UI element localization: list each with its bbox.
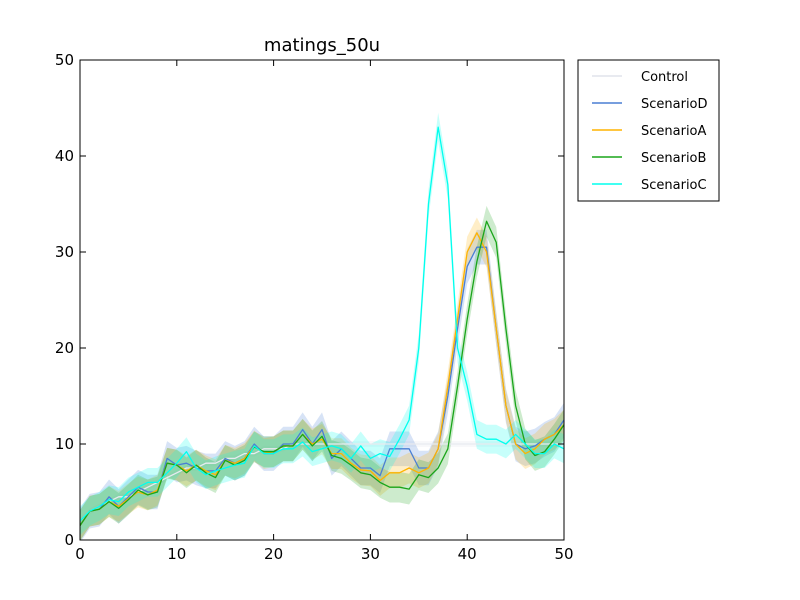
y-tick-label: 30 [55, 243, 74, 261]
legend-label-control: Control [641, 70, 688, 85]
legend-label-scenariob: ScenarioB [641, 151, 706, 166]
plot-area [80, 112, 564, 540]
band-scenarioa [80, 217, 564, 540]
x-tick-label: 20 [264, 545, 283, 563]
y-tick-label: 10 [55, 435, 74, 453]
legend-label-scenarioa: ScenarioA [641, 124, 707, 139]
series-group [80, 112, 564, 540]
series-line-scenarioc [80, 126, 564, 522]
x-tick-label: 30 [361, 545, 380, 563]
legend-label-scenariod: ScenarioD [641, 97, 708, 112]
plot-frame [79, 59, 565, 541]
x-tick-label: 10 [167, 545, 186, 563]
band-scenariod [80, 229, 564, 540]
y-tick-label: 40 [55, 147, 74, 165]
x-tick-label: 50 [554, 545, 573, 563]
x-tick-label: 40 [458, 545, 477, 563]
y-tick-label: 0 [64, 531, 74, 549]
axes: 0 10 20 30 40 50 0 10 20 30 40 50 [55, 51, 574, 563]
series-line-scenariob [80, 220, 564, 526]
legend-label-scenarioc: ScenarioC [641, 178, 707, 193]
band-scenarioc [80, 112, 564, 536]
y-tick-label: 20 [55, 339, 74, 357]
y-tick-label: 50 [55, 51, 74, 69]
band-scenariob [80, 205, 564, 540]
chart-title: matings_50u [264, 35, 380, 56]
legend: Control ScenarioD ScenarioA ScenarioB Scenar… [577, 59, 720, 202]
x-tick-label: 0 [75, 545, 85, 563]
